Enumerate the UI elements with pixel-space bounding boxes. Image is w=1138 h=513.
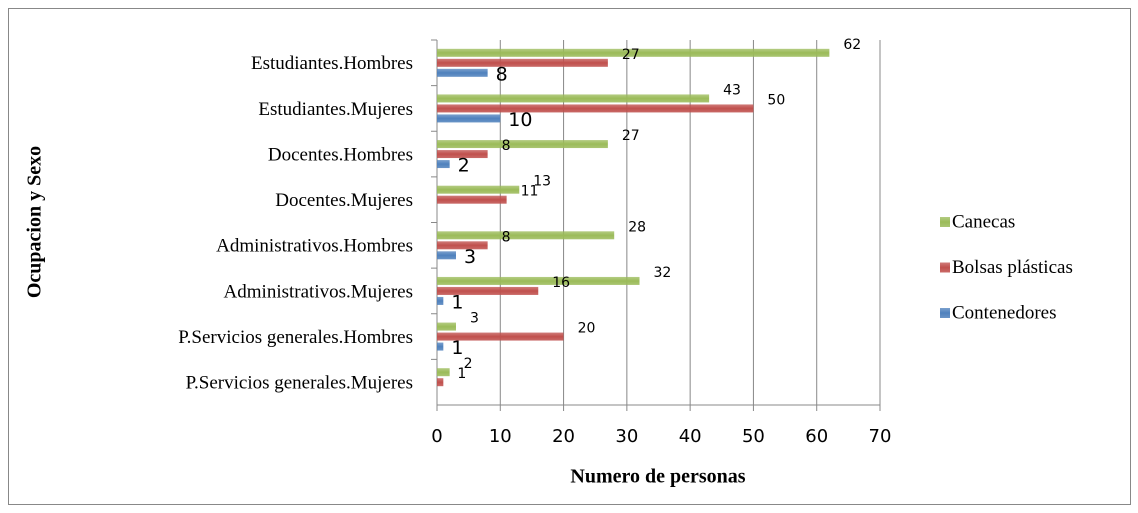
bar — [437, 195, 507, 204]
legend-label: Canecas — [952, 211, 1015, 232]
data-label: 1 — [451, 291, 463, 313]
bar — [437, 185, 520, 194]
y-axis-title: Ocupacion y Sexo — [24, 146, 46, 298]
y-tick-label: Administrativos.Mujeres — [224, 281, 413, 302]
x-tick-label: 70 — [869, 426, 892, 447]
bar — [437, 286, 539, 295]
x-tick-label: 50 — [742, 426, 765, 447]
data-label: 2 — [458, 155, 470, 177]
x-tick-label: 30 — [615, 426, 638, 447]
data-label: 11 — [521, 184, 539, 200]
data-label: 2 — [464, 356, 473, 372]
bar — [437, 332, 564, 341]
data-label: 28 — [628, 219, 646, 235]
x-tick-label: 0 — [431, 426, 442, 447]
bar — [437, 241, 488, 250]
chart-frame — [8, 8, 1131, 505]
x-tick-label: 40 — [679, 426, 702, 447]
x-axis-title: Numero de personas — [570, 466, 745, 488]
legend-swatch — [940, 217, 950, 227]
legend-label: Bolsas plásticas — [952, 257, 1073, 278]
data-label: 3 — [470, 311, 479, 327]
bar — [437, 48, 830, 57]
data-label: 8 — [496, 63, 508, 85]
data-label: 10 — [508, 109, 532, 131]
data-label: 62 — [843, 37, 861, 53]
data-label: 1 — [451, 337, 463, 359]
bar — [437, 251, 456, 260]
bar — [437, 296, 444, 305]
bar — [437, 368, 450, 377]
bar — [437, 160, 450, 169]
bar — [437, 104, 754, 113]
bar — [437, 276, 640, 285]
legend-label: Contenedores — [952, 302, 1056, 323]
bar — [437, 114, 501, 123]
x-tick-label: 60 — [805, 426, 828, 447]
bar — [437, 150, 488, 159]
bar — [437, 140, 608, 149]
bar — [437, 342, 444, 351]
data-label: 27 — [622, 128, 640, 144]
bar — [437, 322, 456, 331]
data-label: 20 — [578, 321, 596, 337]
legend-swatch — [940, 262, 950, 273]
data-label: 8 — [502, 229, 511, 245]
data-label: 3 — [464, 246, 476, 268]
data-label: 50 — [767, 92, 785, 108]
y-tick-label: P.Servicios generales.Mujeres — [186, 373, 413, 394]
bar — [437, 378, 444, 387]
data-label: 1 — [457, 366, 466, 382]
bar — [437, 231, 615, 240]
y-tick-label: Administrativos.Hombres — [216, 236, 413, 257]
y-tick-label: Docentes.Hombres — [268, 144, 413, 165]
x-tick-label: 20 — [552, 426, 575, 447]
y-tick-label: Estudiantes.Hombres — [251, 53, 413, 74]
data-label: 27 — [622, 47, 640, 63]
x-tick-label: 10 — [489, 426, 512, 447]
bar — [437, 68, 488, 77]
data-label: 43 — [723, 82, 741, 98]
data-label: 16 — [552, 275, 570, 291]
legend-swatch — [940, 308, 950, 318]
data-label: 32 — [654, 265, 672, 281]
data-label: 8 — [502, 138, 511, 154]
bar — [437, 94, 710, 103]
data-label: 13 — [533, 174, 551, 190]
bar — [437, 58, 608, 67]
y-tick-label: P.Servicios generales.Hombres — [178, 327, 413, 348]
y-tick-label: Estudiantes.Mujeres — [258, 99, 413, 120]
y-tick-label: Docentes.Mujeres — [275, 190, 413, 211]
